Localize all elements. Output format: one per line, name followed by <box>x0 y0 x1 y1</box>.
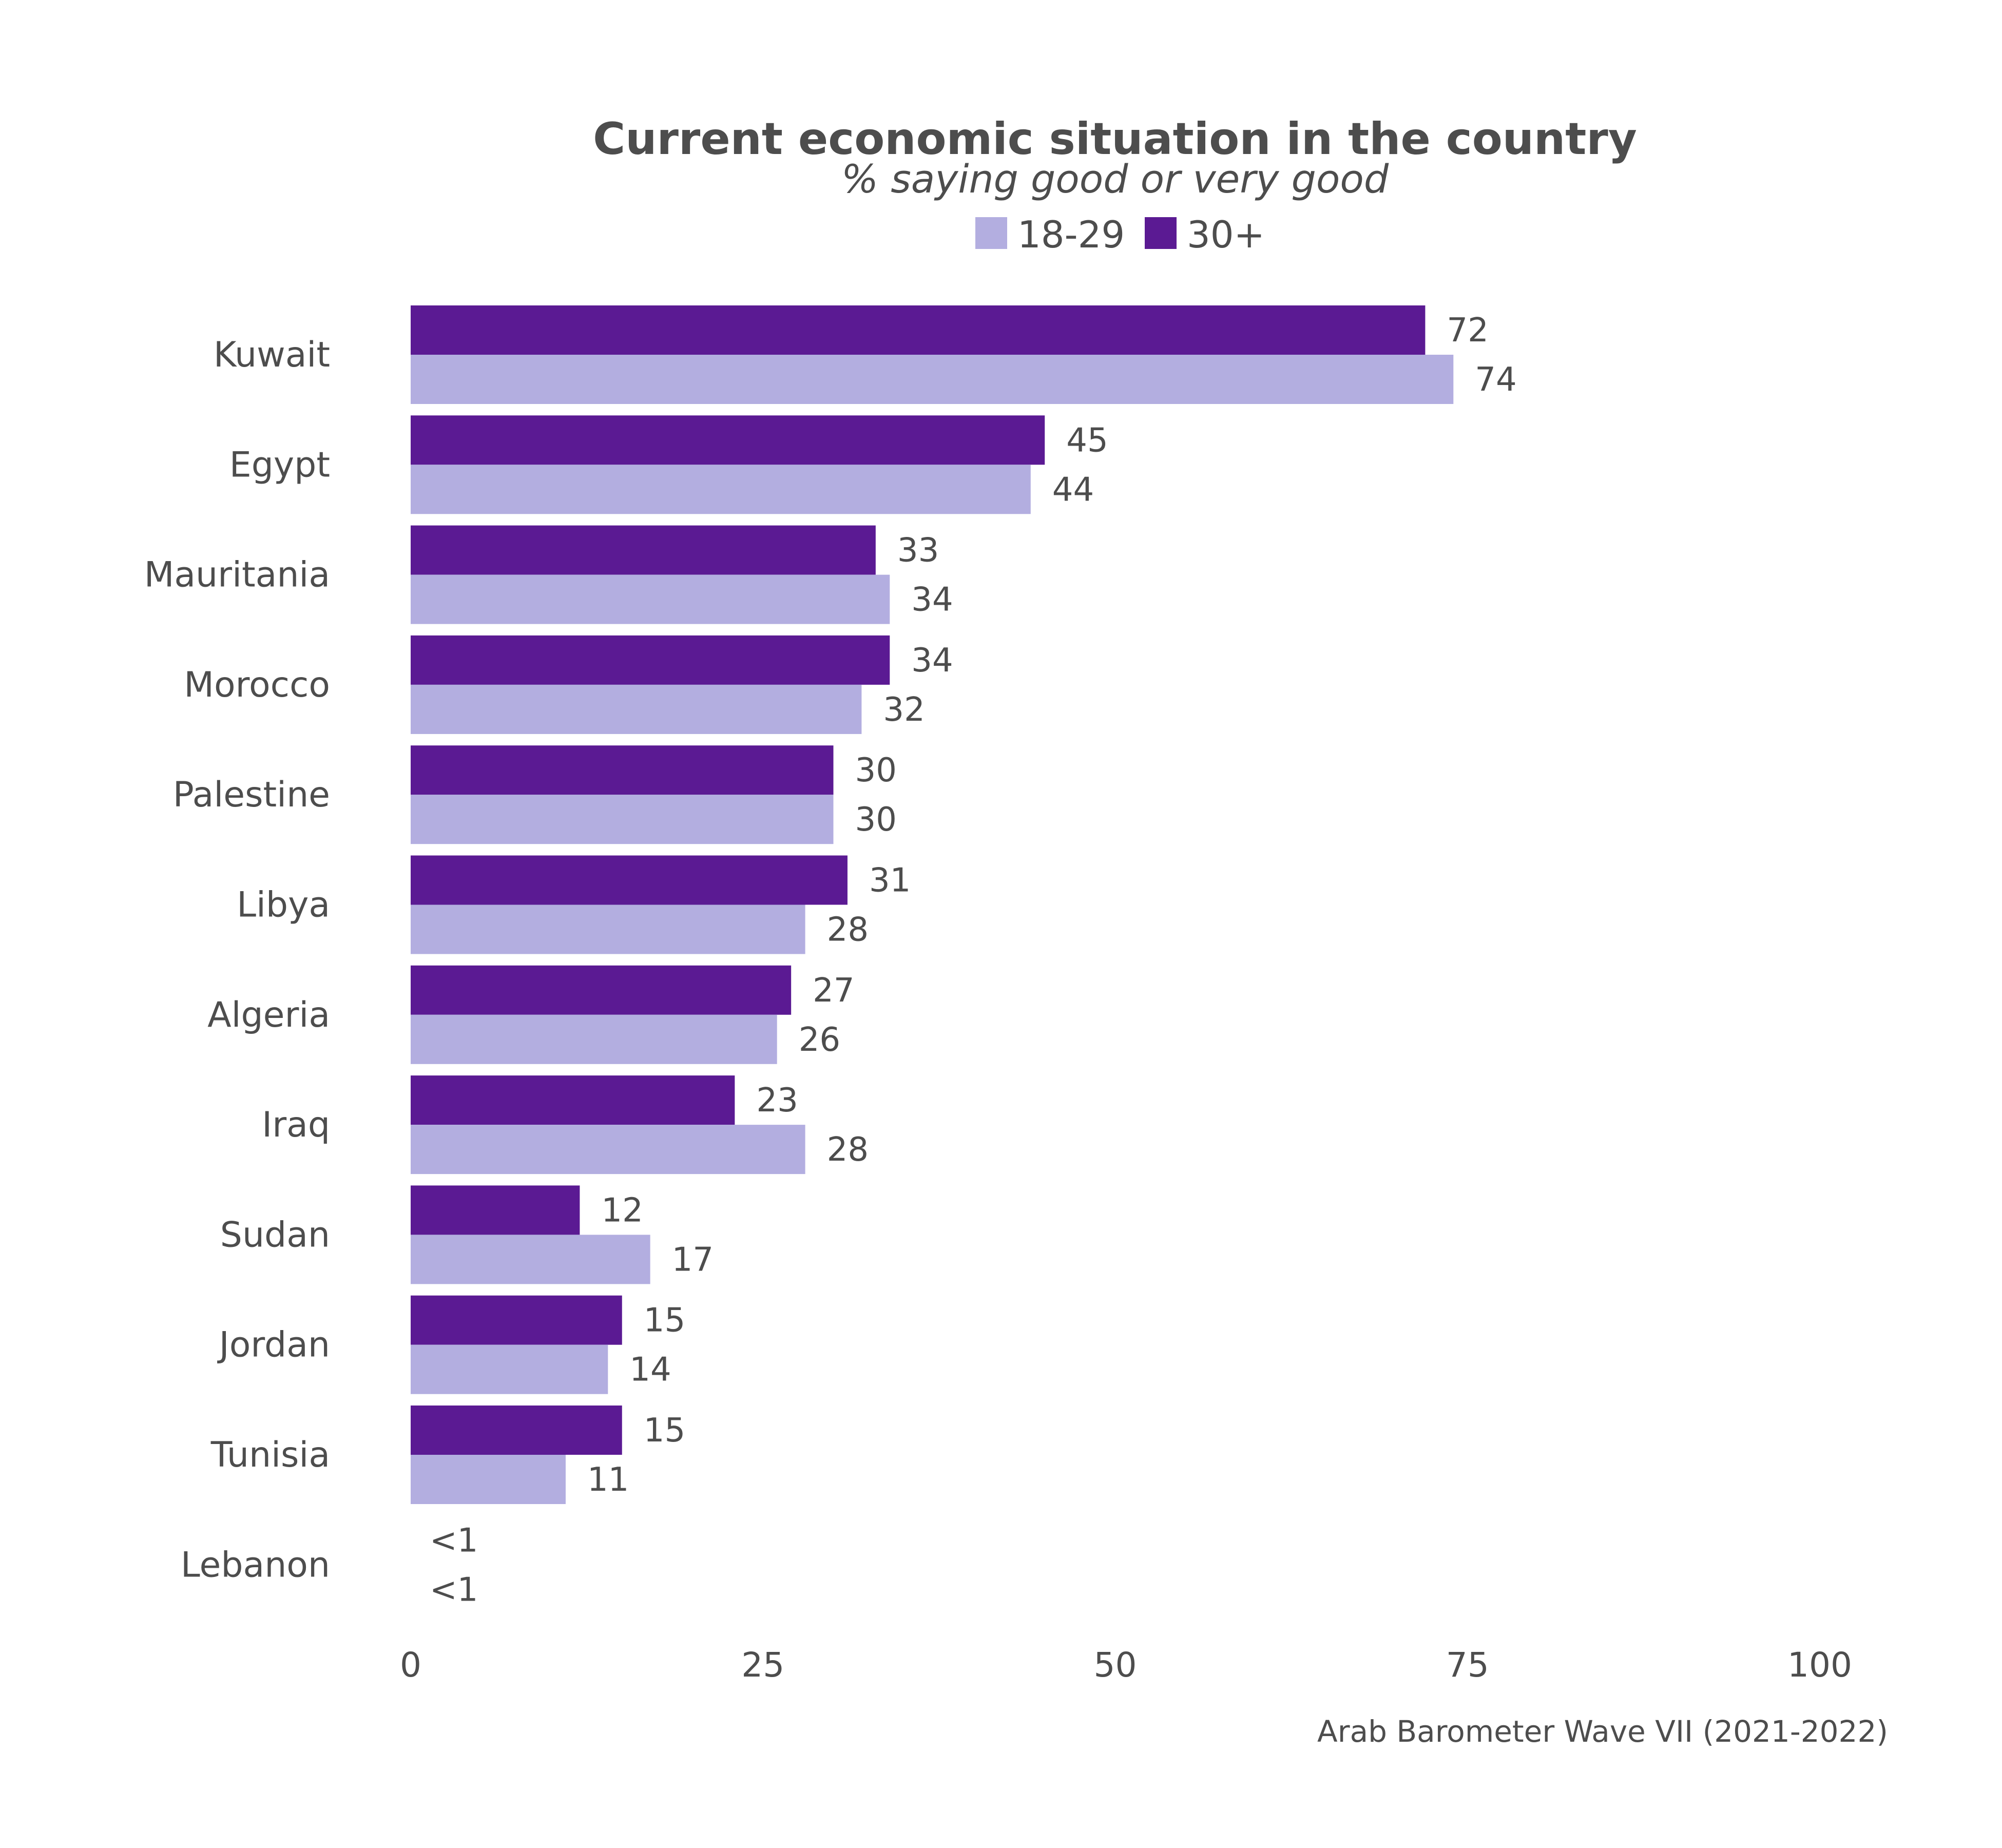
data-label-palestine-18-29: 30 <box>855 801 897 839</box>
category-label-morocco: Morocco <box>184 665 330 705</box>
data-label-mauritania-30-plus: 33 <box>897 532 939 570</box>
bar-tunisia-30-plus <box>411 1406 622 1455</box>
bar-iraq-30-plus <box>411 1075 735 1125</box>
data-label-libya-30-plus: 31 <box>869 862 911 900</box>
source-note: Arab Barometer Wave VII (2021-2022) <box>1317 1714 1888 1749</box>
category-label-algeria: Algeria <box>207 995 330 1035</box>
data-label-lebanon-18-29: <1 <box>430 1571 478 1609</box>
data-label-lebanon-30-plus: <1 <box>430 1522 478 1560</box>
legend-label-18-29: 18-29 <box>1017 213 1125 256</box>
data-label-egypt-30-plus: 45 <box>1066 421 1108 459</box>
data-label-algeria-30-plus: 27 <box>813 972 854 1010</box>
category-label-tunisia: Tunisia <box>210 1435 330 1475</box>
bar-mauritania-18-29 <box>411 574 890 624</box>
data-label-jordan-18-29: 14 <box>629 1351 671 1389</box>
bar-mauritania-30-plus <box>411 525 876 575</box>
category-label-egypt: Egypt <box>229 445 330 485</box>
bar-morocco-18-29 <box>411 684 862 734</box>
bar-sudan-18-29 <box>411 1235 650 1284</box>
category-label-jordan: Jordan <box>217 1325 330 1365</box>
legend-label-30-plus: 30+ <box>1187 213 1265 256</box>
chart-title: Current economic situation in the countr… <box>593 113 1637 165</box>
data-label-tunisia-30-plus: 15 <box>644 1412 685 1450</box>
category-label-lebanon: Lebanon <box>181 1545 330 1585</box>
data-label-sudan-30-plus: 12 <box>601 1191 643 1229</box>
chart-subtitle: % saying good or very good <box>841 156 1389 202</box>
x-tick-label-0: 0 <box>400 1645 421 1685</box>
legend: 18-29 30+ <box>975 213 1265 256</box>
data-label-mauritania-18-29: 34 <box>911 581 953 619</box>
category-label-sudan: Sudan <box>220 1215 330 1255</box>
bar-iraq-18-29 <box>411 1125 805 1175</box>
data-label-morocco-30-plus: 34 <box>911 642 953 680</box>
x-tick-label-100: 100 <box>1787 1645 1852 1685</box>
bar-algeria-18-29 <box>411 1014 777 1064</box>
data-label-iraq-30-plus: 23 <box>756 1082 798 1120</box>
x-tick-label-25: 25 <box>741 1645 784 1685</box>
bar-tunisia-18-29 <box>411 1455 566 1504</box>
bar-libya-30-plus <box>411 855 848 905</box>
data-label-kuwait-18-29: 74 <box>1475 361 1516 399</box>
bar-libya-18-29 <box>411 904 805 954</box>
data-label-jordan-30-plus: 15 <box>644 1302 685 1340</box>
bar-kuwait-30-plus <box>411 305 1426 355</box>
legend-swatch-18-29 <box>975 217 1007 249</box>
data-label-morocco-18-29: 32 <box>883 691 925 729</box>
bar-sudan-30-plus <box>411 1185 580 1235</box>
bar-palestine-30-plus <box>411 745 834 795</box>
bar-morocco-30-plus <box>411 635 890 685</box>
category-label-kuwait: Kuwait <box>214 335 330 375</box>
bar-palestine-18-29 <box>411 795 834 844</box>
x-tick-label-50: 50 <box>1094 1645 1137 1685</box>
data-label-libya-18-29: 28 <box>827 911 869 949</box>
data-label-sudan-18-29: 17 <box>672 1241 714 1279</box>
data-label-palestine-30-plus: 30 <box>855 752 897 790</box>
data-label-tunisia-18-29: 11 <box>587 1461 629 1499</box>
category-label-libya: Libya <box>237 885 330 926</box>
category-label-iraq: Iraq <box>262 1105 330 1145</box>
data-label-algeria-18-29: 26 <box>799 1021 840 1059</box>
data-label-kuwait-30-plus: 72 <box>1447 312 1488 350</box>
data-label-egypt-18-29: 44 <box>1052 471 1094 509</box>
plot-area: Kuwait 72 74 Egypt 45 44 Mauritania 33 34 Morocco… <box>144 305 1852 1685</box>
category-label-mauritania: Mauritania <box>144 555 330 595</box>
category-label-palestine: Palestine <box>173 775 330 815</box>
bar-jordan-30-plus <box>411 1295 622 1345</box>
legend-swatch-30-plus <box>1145 217 1177 249</box>
bar-egypt-18-29 <box>411 465 1031 514</box>
x-tick-label-75: 75 <box>1446 1645 1489 1685</box>
bar-kuwait-18-29 <box>411 355 1454 404</box>
bar-jordan-18-29 <box>411 1344 608 1394</box>
data-label-iraq-18-29: 28 <box>827 1131 869 1169</box>
bar-algeria-30-plus <box>411 965 792 1015</box>
bar-egypt-30-plus <box>411 415 1045 465</box>
